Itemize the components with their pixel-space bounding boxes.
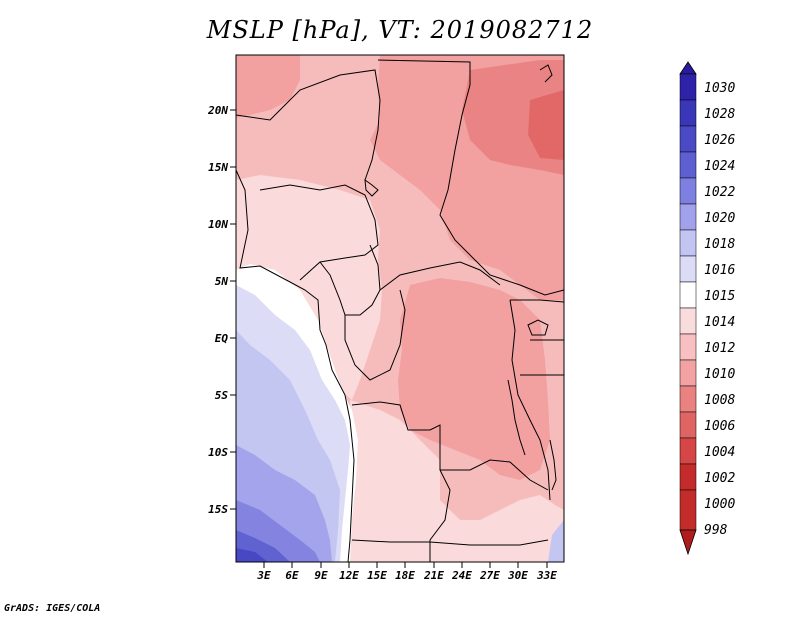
lon-label-12e: 12E xyxy=(339,569,359,582)
colorbar-label-1026: 1026 xyxy=(704,133,735,148)
colorbar-band-1015 xyxy=(679,255,697,283)
lake-tanganyika xyxy=(507,379,526,456)
map-frame xyxy=(235,54,565,563)
colorbar-band-1012 xyxy=(679,307,697,335)
field-1024-corner xyxy=(236,548,268,562)
red-sea xyxy=(539,64,553,83)
colorbar-band-998 xyxy=(679,489,697,531)
lake-chad xyxy=(364,178,379,197)
field-1012-west xyxy=(236,175,382,400)
field-1016-southeast xyxy=(548,520,564,562)
lat-label-5n: 5N xyxy=(215,275,229,288)
latitude-axis: 20N 15N 10N 5N EQ 5S 10S 15S xyxy=(207,104,236,516)
colorbar-label-1022: 1022 xyxy=(704,185,735,200)
colorbar: 1030 1028 1026 1024 1022 1020 1018 1016 … xyxy=(679,61,735,556)
colorbar-label-1028: 1028 xyxy=(704,107,735,122)
lat-label-10s: 10S xyxy=(208,446,228,459)
colorbar-label-1006: 1006 xyxy=(704,419,735,434)
colorbar-label-1004: 1004 xyxy=(704,445,735,460)
colorbar-top-arrow xyxy=(679,61,697,75)
lat-label-eq: EQ xyxy=(215,332,229,345)
lake-victoria xyxy=(527,319,549,336)
lat-label-15s: 15S xyxy=(208,503,228,516)
colorbar-label-1024: 1024 xyxy=(704,159,735,174)
colorbar-bottom-arrow xyxy=(679,529,697,556)
border-drc-east xyxy=(509,299,551,501)
colorbar-label-1002: 1002 xyxy=(704,471,735,486)
colorbar-band-1020 xyxy=(679,177,697,205)
longitude-axis: 3E 6E 9E 12E 15E 18E 21E 24E 27E 30E 33E xyxy=(256,562,557,582)
border-namibia xyxy=(351,539,549,546)
border-angola xyxy=(351,401,451,562)
chart-title: MSLP [hPa], VT: 2019082712 xyxy=(206,16,594,44)
lake-malawi xyxy=(549,439,557,491)
colorbar-label-1030: 1030 xyxy=(704,81,735,96)
lon-label-21e: 21E xyxy=(423,569,444,582)
colorbar-band-1000 xyxy=(679,463,697,491)
lon-label-33e: 33E xyxy=(536,569,557,582)
field-1012-south xyxy=(345,400,564,562)
lon-label-6e: 6E xyxy=(285,569,299,582)
colorbar-label-1012: 1012 xyxy=(704,341,735,356)
field-1008-north-west xyxy=(236,55,300,118)
colorbar-label-1020: 1020 xyxy=(704,211,735,226)
border-chad-sudan xyxy=(377,59,565,296)
lon-label-9e: 9E xyxy=(314,569,328,582)
colorbar-band-1024 xyxy=(679,125,697,153)
border-east-africa xyxy=(510,299,565,376)
colorbar-band-1014 xyxy=(679,281,697,309)
colorbar-band-1022 xyxy=(679,151,697,179)
lat-label-10n: 10N xyxy=(208,218,228,231)
colorbar-band-1016 xyxy=(679,229,697,257)
border-zambia xyxy=(440,459,549,491)
colorbar-band-1006 xyxy=(679,385,697,413)
coastline xyxy=(235,169,355,563)
border-car xyxy=(379,261,501,291)
colorbar-label-1018: 1018 xyxy=(704,237,735,252)
colorbar-band-1008 xyxy=(679,359,697,387)
colorbar-band-1028 xyxy=(679,73,697,101)
lon-label-27e: 27E xyxy=(479,569,500,582)
lon-label-24e: 24E xyxy=(451,569,472,582)
colorbar-band-1026 xyxy=(679,99,697,127)
border-nigeria xyxy=(259,184,379,281)
border-sahara xyxy=(235,69,381,181)
colorbar-band-1018 xyxy=(679,203,697,231)
colorbar-band-1004 xyxy=(679,411,697,439)
lon-label-18e: 18E xyxy=(395,569,415,582)
field-1004-northeast xyxy=(528,90,564,160)
lon-label-30e: 30E xyxy=(507,569,528,582)
colorbar-label-1014: 1014 xyxy=(704,315,735,330)
field-1008-congo xyxy=(398,278,550,480)
lat-label-5s: 5S xyxy=(215,389,229,402)
lon-label-3e: 3E xyxy=(256,569,271,582)
colorbar-band-1002 xyxy=(679,437,697,465)
lat-label-15n: 15N xyxy=(208,161,228,174)
border-congo xyxy=(344,289,406,381)
colorbar-label-998: 998 xyxy=(704,523,728,538)
colorbar-label-1016: 1016 xyxy=(704,263,735,278)
colorbar-band-1010 xyxy=(679,333,697,361)
lon-label-15e: 15E xyxy=(367,569,387,582)
colorbar-label-1000: 1000 xyxy=(704,497,735,512)
colorbar-label-1010: 1010 xyxy=(704,367,735,382)
lat-label-20n: 20N xyxy=(207,104,228,117)
border-cameroon xyxy=(319,244,381,316)
pressure-field xyxy=(236,55,564,562)
colorbar-label-1008: 1008 xyxy=(704,393,735,408)
country-borders xyxy=(235,59,565,563)
colorbar-label-1015: 1015 xyxy=(704,289,735,304)
footer-credit: GrADS: IGES/COLA xyxy=(4,603,101,614)
